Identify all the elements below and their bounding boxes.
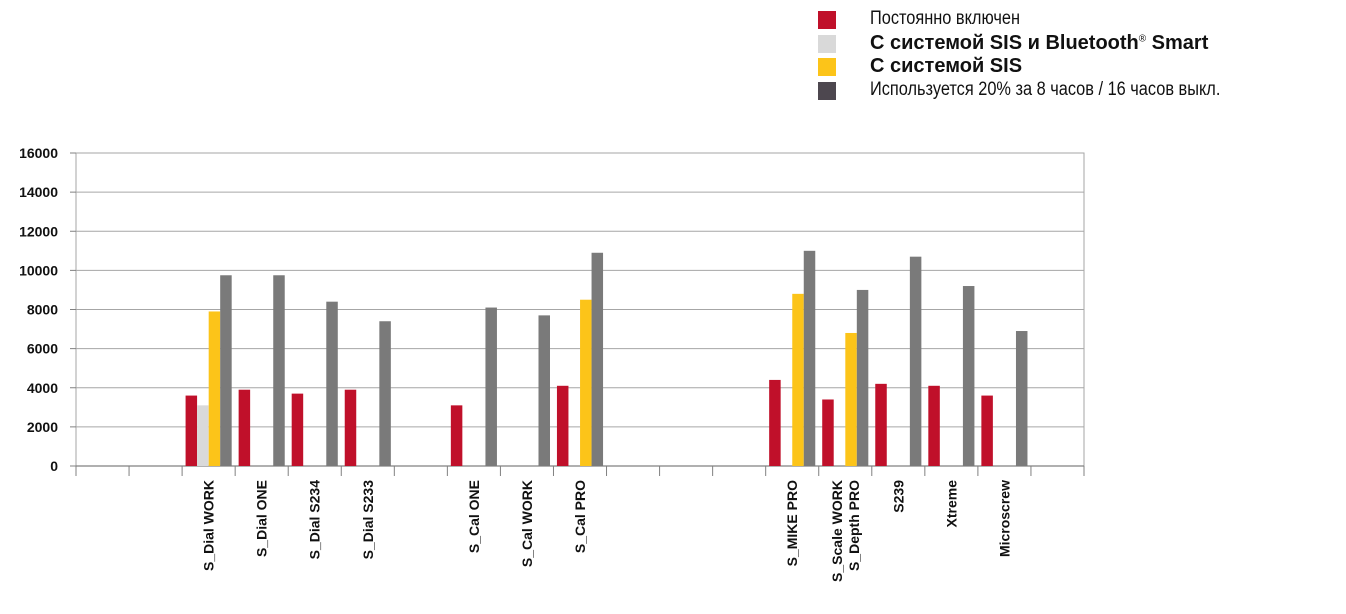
bar <box>273 275 285 466</box>
bar <box>344 389 357 466</box>
y-tick-label: 12000 <box>19 223 58 239</box>
bar <box>792 293 804 466</box>
legend-label-usage-20: Используется 20% за 8 часов / 16 часов в… <box>870 78 1221 100</box>
y-tick-label: 16000 <box>19 145 58 161</box>
bar <box>928 385 940 466</box>
bar <box>981 395 993 466</box>
x-category-label: S_Cal WORK <box>519 480 535 567</box>
x-category-label: S_Dial ONE <box>254 480 270 557</box>
bar <box>822 399 834 466</box>
bar <box>238 389 251 466</box>
y-tick-label: 8000 <box>27 302 58 318</box>
legend-swatch-always-on <box>818 11 836 29</box>
bar <box>220 275 232 466</box>
legend-label-always-on: Постоянно включен <box>870 8 1020 29</box>
bar <box>326 301 338 466</box>
bar <box>379 321 391 466</box>
x-category-label: S_MIKE PRO <box>784 480 800 566</box>
y-tick-label: 14000 <box>19 184 58 200</box>
bar <box>538 315 550 466</box>
y-tick-label: 0 <box>50 458 58 474</box>
y-tick-label: 6000 <box>27 341 58 357</box>
bar <box>185 395 198 466</box>
x-category-label: S_Dial S233 <box>360 480 376 560</box>
y-tick-label: 4000 <box>27 380 58 396</box>
legend-label-sis-bluetooth-tail: Smart <box>1146 31 1209 54</box>
bar <box>197 405 209 466</box>
bar <box>556 385 569 466</box>
legend-label-sis-bluetooth: С системой SIS и Bluetooth® Smart <box>870 32 1208 55</box>
bar <box>845 332 857 466</box>
x-category-label: S_Dial S234 <box>307 480 323 560</box>
legend-label-sis: С системой SIS <box>870 55 1023 77</box>
x-category-label: Microscrew <box>996 480 1012 557</box>
x-category-label: S_Scale WORK <box>829 480 845 582</box>
x-category-label: S_Cal PRO <box>572 480 588 553</box>
bar <box>450 405 463 466</box>
x-category-label: S_Depth PRO <box>846 480 862 571</box>
bar <box>291 393 304 466</box>
x-category-label: S_Cal ONE <box>466 480 482 553</box>
bar <box>856 289 869 466</box>
bar <box>485 307 497 466</box>
legend-swatch-usage-20 <box>818 81 836 100</box>
x-category-label: S239 <box>890 480 906 513</box>
bar <box>875 383 887 466</box>
bar <box>803 250 816 466</box>
bar <box>208 311 221 466</box>
y-tick-label: 10000 <box>19 262 58 278</box>
bar <box>909 256 922 466</box>
legend-label-registered-mark: ® <box>1138 32 1147 44</box>
legend-swatch-sis-bluetooth <box>818 34 836 53</box>
bar <box>962 286 975 466</box>
bar <box>591 252 604 466</box>
bar <box>1015 331 1028 466</box>
legend-swatch-sis <box>818 58 836 76</box>
legend-label-sis-bluetooth-main: С системой SIS и Bluetooth <box>870 31 1139 54</box>
x-category-label: S_Dial WORK <box>201 480 217 571</box>
x-category-label: Xtreme <box>943 480 959 528</box>
bar <box>580 299 592 466</box>
y-tick-label: 2000 <box>27 419 58 435</box>
bar <box>769 379 781 466</box>
